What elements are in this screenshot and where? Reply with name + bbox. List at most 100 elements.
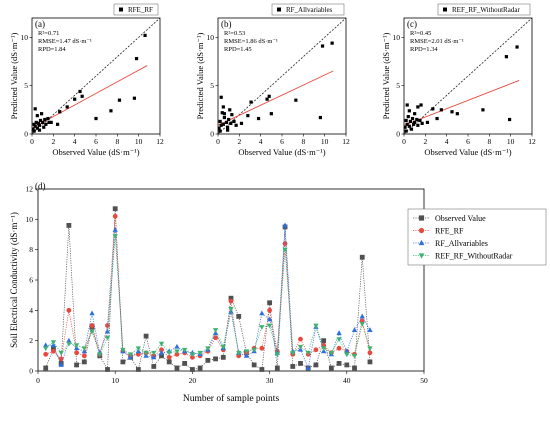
data-point xyxy=(112,206,118,212)
scatter-point xyxy=(425,120,430,124)
x-tick-label: 12 xyxy=(342,137,350,146)
scatter-point xyxy=(412,122,416,126)
data-point xyxy=(313,362,319,368)
data-point xyxy=(367,350,373,356)
scatter-point xyxy=(410,116,415,121)
data-point xyxy=(58,362,64,367)
data-point xyxy=(251,347,257,353)
data-point xyxy=(104,328,111,334)
scatter-point xyxy=(94,116,98,121)
data-point xyxy=(359,254,365,260)
data-point xyxy=(143,333,149,339)
data-point xyxy=(266,316,273,322)
x-axis-title: Observed Value (dS·m⁻¹) xyxy=(424,147,511,157)
x-tick-label: 0 xyxy=(402,137,406,146)
data-point xyxy=(297,344,304,350)
scatter-point xyxy=(413,120,417,124)
data-point xyxy=(205,346,211,352)
data-point xyxy=(89,329,95,335)
data-point xyxy=(220,354,226,360)
legend-box xyxy=(271,3,345,16)
scatter-point xyxy=(407,124,411,128)
legend-label: RF_Allvariables xyxy=(435,239,488,248)
data-point xyxy=(174,349,180,355)
data-point xyxy=(43,351,49,357)
scatter-point xyxy=(33,107,37,111)
data-point xyxy=(89,310,95,316)
data-point xyxy=(336,345,342,351)
scatter-point xyxy=(405,103,409,107)
fit-line xyxy=(32,65,148,129)
scatter-point xyxy=(218,129,222,133)
data-point xyxy=(151,364,157,369)
data-point xyxy=(182,361,188,366)
scatter-point xyxy=(32,127,35,131)
panel-label: (b) xyxy=(221,19,232,29)
scatter-point xyxy=(35,114,39,118)
data-point xyxy=(205,357,211,363)
x-tick-label: 6 xyxy=(94,137,98,146)
scatter-point xyxy=(413,112,417,116)
x-tick-label: 2 xyxy=(237,137,241,146)
data-point xyxy=(367,359,373,365)
x-tick-label: 12 xyxy=(156,137,164,146)
data-point xyxy=(120,359,126,365)
data-point xyxy=(166,359,172,365)
scatter-point xyxy=(46,116,50,121)
y-tick-label: 10 xyxy=(26,215,34,224)
data-point xyxy=(89,323,95,328)
plot-area xyxy=(32,18,160,134)
x-axis-title: Observed Value (dS·m⁻¹) xyxy=(238,147,325,157)
data-point xyxy=(290,350,296,356)
data-point xyxy=(267,307,272,313)
x-axis-title: Observed Value (dS·m⁻¹) xyxy=(52,147,139,157)
scatter-point xyxy=(80,94,84,98)
data-point xyxy=(174,365,180,371)
scatter-point xyxy=(221,105,225,109)
data-point xyxy=(66,223,72,228)
legend-label: REF_RF_WithoutRadar xyxy=(435,252,513,261)
scatter-point xyxy=(320,44,325,48)
y-axis-title: Predicted Value (dS·m⁻¹) xyxy=(9,33,19,120)
data-point xyxy=(189,352,196,358)
data-point xyxy=(182,347,188,353)
data-point xyxy=(197,365,203,371)
scatter-point xyxy=(226,128,230,132)
data-point xyxy=(135,346,141,352)
stat-text: RPD=1.84 xyxy=(38,46,66,53)
scatter-point xyxy=(481,108,485,112)
data-point xyxy=(251,362,257,368)
legend-marker xyxy=(418,253,425,259)
scatter-point xyxy=(227,117,231,122)
data-point xyxy=(321,346,327,352)
stat-text: R²=0.71 xyxy=(38,30,59,37)
data-point xyxy=(105,323,110,328)
series-line xyxy=(45,216,371,360)
data-point xyxy=(174,351,180,357)
data-point xyxy=(243,349,250,355)
data-point xyxy=(51,345,56,351)
x-tick-label: 10 xyxy=(321,137,329,146)
data-point xyxy=(259,325,265,330)
y-tick-label: 5 xyxy=(24,81,28,90)
scatter-point xyxy=(406,115,410,119)
data-point xyxy=(351,327,358,332)
data-point xyxy=(81,346,87,352)
scatter-point xyxy=(32,122,36,126)
data-point xyxy=(158,349,165,355)
scatter-point xyxy=(416,105,420,109)
x-tick-label: 8 xyxy=(301,137,305,146)
data-point xyxy=(97,352,103,358)
scatter-point xyxy=(132,96,136,100)
scatter-point xyxy=(416,123,420,127)
data-point xyxy=(274,365,280,371)
scatter-point xyxy=(143,33,147,37)
x-tick-label: 4 xyxy=(445,137,449,146)
data-point xyxy=(43,346,49,352)
legend-box xyxy=(437,3,531,16)
legend-box xyxy=(113,3,159,16)
x-tick-label: 0 xyxy=(216,137,220,146)
data-point xyxy=(305,350,311,356)
